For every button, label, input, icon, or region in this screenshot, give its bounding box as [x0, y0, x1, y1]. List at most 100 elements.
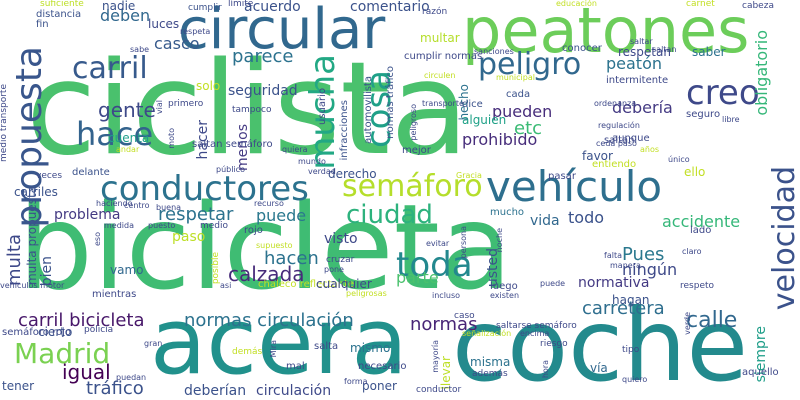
word-peligrosas: pone	[324, 265, 344, 274]
word-recurso: medida	[104, 221, 134, 230]
word-automovilista: infracciones	[339, 100, 350, 161]
word-tener: tener	[2, 379, 35, 393]
word-toda: toda	[396, 245, 473, 285]
word-saber: respetan	[618, 45, 671, 59]
word-mira: mayoría	[431, 340, 440, 373]
word-multa-propuesta: multa propuesta	[25, 186, 39, 286]
word-delante: primero	[168, 99, 204, 109]
word-vehiculo: vehículo	[486, 162, 663, 211]
word-vial: respeta	[180, 27, 211, 36]
word-calzada: calzada	[228, 262, 305, 286]
word-posible: supuesto	[256, 241, 293, 250]
word-via: vía	[590, 361, 608, 375]
word-tampoco: saltan semáforo	[192, 139, 273, 150]
word-haciendo: centro	[124, 201, 150, 210]
word-mundo: quiera	[282, 145, 308, 154]
word-semaforo: semáforo	[342, 169, 483, 204]
word-usuario: pasar	[548, 171, 576, 182]
word-luces: luces	[148, 17, 180, 31]
word-saltan-semaforo: medio transporte	[0, 84, 9, 163]
word-poner: poner	[362, 379, 397, 393]
word-peligro: peligro	[478, 47, 582, 82]
word-alguien: alguien	[462, 113, 507, 127]
word-forma: conductor	[416, 385, 462, 395]
word-ordenanza: regulación	[598, 121, 640, 130]
word-aquello: además	[472, 369, 508, 379]
word-hacen: hacen	[264, 248, 319, 269]
word-educacion: educación	[556, 0, 597, 8]
word-ademas: luego	[490, 281, 518, 292]
word-entiendo: mejor	[402, 145, 431, 156]
word-transporte: andar	[116, 145, 140, 154]
word-peligroso: señalización	[462, 329, 512, 338]
word-deberia: debería	[612, 98, 673, 117]
word-etc: etc	[514, 118, 543, 139]
word-vamo: vamo	[110, 263, 144, 277]
word-respeta: circulen	[424, 71, 456, 80]
word-respetar: respetar	[158, 204, 234, 225]
word-mientras: riesgo	[540, 339, 568, 349]
word-seguro: intermitente	[606, 75, 669, 86]
word-ciclista: ciclista	[26, 35, 469, 184]
word-luego: saltarse semáforo	[496, 321, 577, 331]
word-caso: semáforo rojo	[2, 327, 71, 338]
word-carril-bicicleta: carril bicicleta	[18, 310, 145, 331]
word-cierto: cierto	[38, 325, 73, 339]
word-unico: ordenanza	[594, 99, 637, 108]
word-cualquier: chaleco reflectante	[258, 279, 355, 290]
word-circulacion: circulación	[256, 383, 332, 399]
word-chaleco-reflectante: rojo	[244, 225, 263, 236]
word-derecho: derecho	[328, 167, 377, 181]
word-moto: vial	[155, 100, 164, 115]
word-suficiente: suficiente	[40, 0, 84, 9]
word-falta: evitar	[426, 239, 450, 248]
word-peatones: peatones	[462, 0, 750, 67]
word-conductores: conductores	[100, 169, 309, 209]
word-rojo: veces	[36, 171, 63, 181]
word-persona: verde	[683, 312, 692, 335]
word-respeto: aquello	[742, 367, 779, 378]
word-distancia: fin	[36, 19, 49, 30]
word-paso: paso	[172, 229, 206, 245]
word-conocer: cabeza	[742, 1, 774, 11]
word-hora: transporte	[422, 99, 464, 108]
word-gracia: mundo	[298, 157, 326, 166]
word-policia: necesario	[358, 361, 407, 372]
word-mismo: mismo	[350, 341, 391, 355]
word-prohibido: prohibido	[462, 130, 538, 149]
word-normativa: normativa	[578, 275, 650, 291]
word-coche: coche	[452, 287, 749, 400]
word-casco: casco	[154, 34, 200, 53]
word-senalizacion: Mira	[269, 340, 278, 358]
word-verdad: público	[216, 165, 245, 174]
word-quiero: hora	[541, 360, 550, 379]
word-madrid: Madrid	[14, 337, 111, 370]
word-puede: puede	[256, 206, 307, 225]
word-seguridad: seguridad	[228, 83, 298, 99]
word-incluso: peligrosas	[346, 289, 387, 298]
word-parece: parece	[232, 46, 294, 67]
word-sanciones: municipal	[496, 73, 535, 82]
word-pone: cruzar	[326, 255, 355, 265]
word-mucho: mucho	[490, 207, 525, 218]
word-libre: peligroso	[409, 104, 418, 141]
word-comentario: comentario	[350, 0, 430, 15]
word-tipo: demás	[232, 347, 263, 357]
word-normas-trafico: automovilista	[363, 76, 374, 144]
word-eso: asi	[220, 281, 232, 290]
word-necesario: mal	[286, 361, 305, 372]
word-evitar: existen	[490, 291, 520, 300]
word-cumplir: cumplir	[188, 3, 222, 13]
word-nadie: nadie	[102, 0, 136, 13]
word-peaton: peatón	[606, 54, 663, 73]
word-bicicleta: bicicleta	[18, 178, 513, 316]
word-carretera: carretera	[582, 298, 665, 319]
word-hace: hace	[76, 115, 154, 153]
word-sabe: eso	[93, 232, 102, 246]
word-todo: todo	[568, 208, 605, 227]
word-saltan-2: ceda paso	[596, 139, 637, 148]
word-aunque: aunque	[612, 133, 650, 144]
word-multar: multar	[420, 31, 460, 45]
word-carril: carril	[72, 51, 148, 86]
word-deben: deben	[100, 6, 151, 25]
